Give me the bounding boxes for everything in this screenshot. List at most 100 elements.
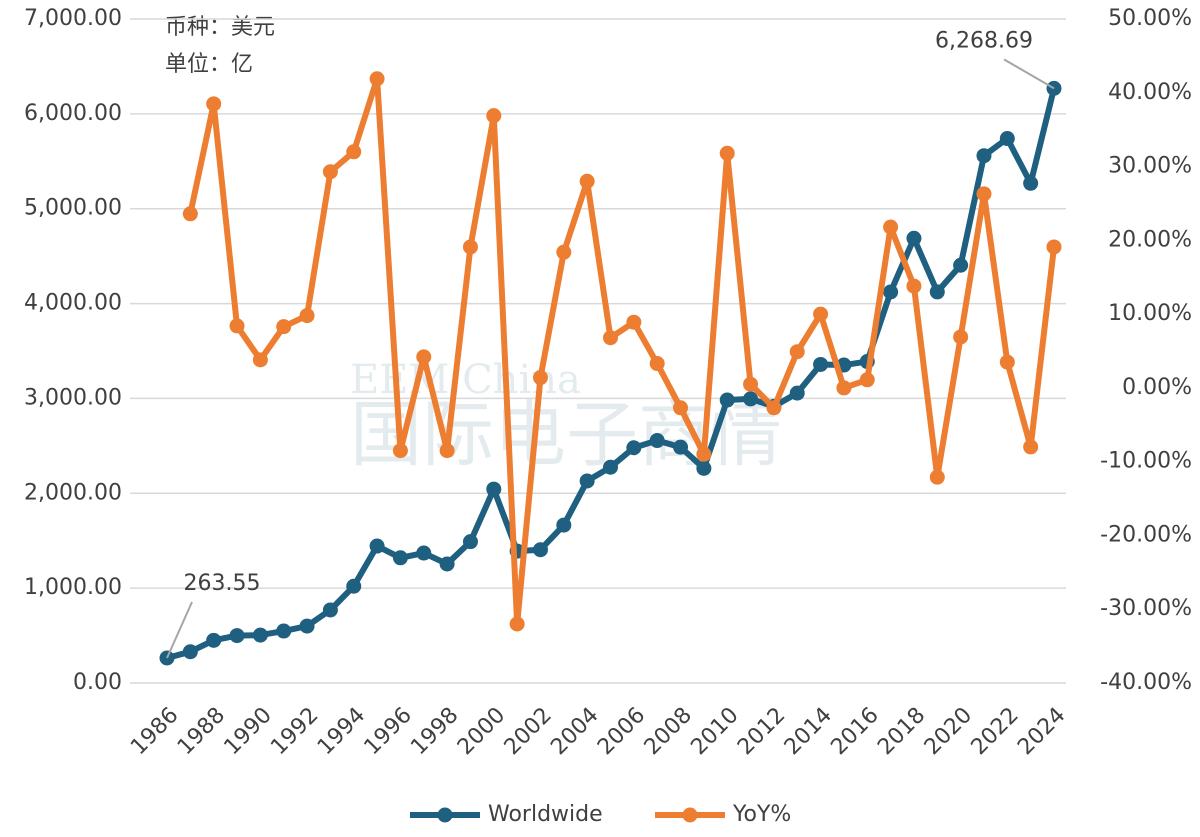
x-tick-label: 2006 — [593, 703, 650, 760]
x-tick-label: 2016 — [826, 703, 883, 760]
x-tick-label: 2024 — [1013, 703, 1070, 760]
y-tick-label: 1,000.00 — [24, 575, 122, 600]
data-point — [276, 319, 292, 335]
y-tick-label: 6,000.00 — [24, 101, 122, 126]
x-tick-label: 2000 — [453, 703, 510, 760]
data-point — [1023, 439, 1039, 455]
data-point — [346, 578, 362, 594]
y-tick-label: 3,000.00 — [24, 385, 122, 410]
data-point — [322, 602, 338, 618]
y-tick-label: 4,000.00 — [24, 291, 122, 316]
data-point — [719, 145, 735, 161]
x-tick-label: 2020 — [920, 703, 977, 760]
y2-tick-label: 10.00% — [1108, 301, 1192, 326]
data-point — [766, 400, 782, 416]
data-point — [392, 443, 408, 459]
data-point — [603, 330, 618, 346]
data-point — [299, 618, 315, 634]
data-point — [579, 173, 595, 189]
grid — [130, 18, 1066, 684]
legend-marker — [682, 807, 698, 823]
data-point — [976, 186, 992, 202]
data-point — [906, 230, 922, 246]
data-point — [486, 108, 502, 124]
data-point — [813, 306, 829, 322]
legend-marker — [437, 807, 453, 823]
y2-tick-label: 30.00% — [1108, 154, 1192, 179]
data-point — [999, 131, 1015, 147]
y-tick-label: 5,000.00 — [24, 196, 122, 221]
x-tick-label: 2022 — [967, 703, 1024, 760]
x-tick-label: 2012 — [733, 703, 790, 760]
data-point — [346, 144, 362, 160]
x-tick-label: 1998 — [406, 703, 463, 760]
x-tick-label: 2002 — [500, 703, 557, 760]
data-point — [486, 481, 502, 497]
data-point — [603, 459, 618, 475]
data-point — [229, 318, 245, 334]
data-point — [462, 534, 478, 550]
x-tick-label: 1996 — [360, 703, 417, 760]
data-point — [299, 308, 315, 324]
y2-tick-label: -10.00% — [1100, 449, 1192, 474]
x-tick-label: 2010 — [686, 703, 743, 760]
data-point — [229, 628, 245, 644]
data-label: 6,268.69 — [935, 28, 1033, 53]
data-point — [252, 352, 268, 368]
data-point — [789, 344, 805, 360]
data-point — [626, 314, 642, 330]
data-point — [532, 542, 548, 558]
data-point — [649, 433, 665, 449]
x-tick-label: 2014 — [780, 703, 837, 760]
data-point — [953, 257, 969, 273]
y2-tick-label: 40.00% — [1108, 80, 1192, 105]
data-point — [743, 391, 759, 407]
data-point — [813, 356, 829, 372]
data-point — [929, 284, 945, 300]
data-point — [439, 556, 455, 572]
data-point — [532, 370, 548, 386]
y2-tick-label: 0.00% — [1122, 375, 1192, 400]
data-point — [579, 473, 595, 489]
data-point — [906, 278, 922, 294]
data-point — [509, 616, 525, 632]
x-tick-label: 1994 — [313, 703, 370, 760]
data-point — [649, 356, 665, 372]
legend-label: YoY% — [732, 802, 791, 827]
data-point — [673, 400, 689, 416]
data-point — [369, 538, 385, 554]
data-point — [392, 550, 408, 566]
data-point — [206, 632, 222, 648]
data-point — [439, 443, 455, 459]
y2-tick-label: -20.00% — [1100, 522, 1192, 547]
data-point — [789, 385, 805, 401]
x-tick-label: 1990 — [220, 703, 277, 760]
data-point — [556, 244, 572, 260]
data-point — [626, 440, 642, 456]
x-tick-label: 2004 — [546, 703, 603, 760]
label-leader — [1003, 58, 1055, 90]
data-point — [836, 380, 852, 396]
data-point — [976, 148, 992, 164]
data-point — [696, 446, 712, 462]
y-tick-label: 2,000.00 — [24, 480, 122, 505]
y2-tick-label: -40.00% — [1100, 670, 1192, 695]
series-line — [187, 75, 1057, 627]
data-point — [719, 392, 735, 408]
x-tick-label: 2018 — [873, 703, 930, 760]
y2-tick-label: 20.00% — [1108, 227, 1192, 252]
data-point — [462, 239, 478, 255]
annotation: 单位：亿 — [165, 52, 253, 77]
data-point — [1023, 175, 1039, 191]
data-point — [556, 517, 572, 533]
label-leader — [166, 601, 193, 659]
data-point — [859, 372, 875, 388]
x-tick-label: 1992 — [266, 703, 323, 760]
data-point — [276, 623, 292, 639]
data-point — [252, 627, 268, 643]
y-tick-label: 0.00 — [73, 670, 122, 695]
data-point — [369, 71, 385, 87]
x-tick-label: 1988 — [173, 703, 230, 760]
data-point — [182, 206, 198, 222]
data-point — [883, 219, 899, 235]
